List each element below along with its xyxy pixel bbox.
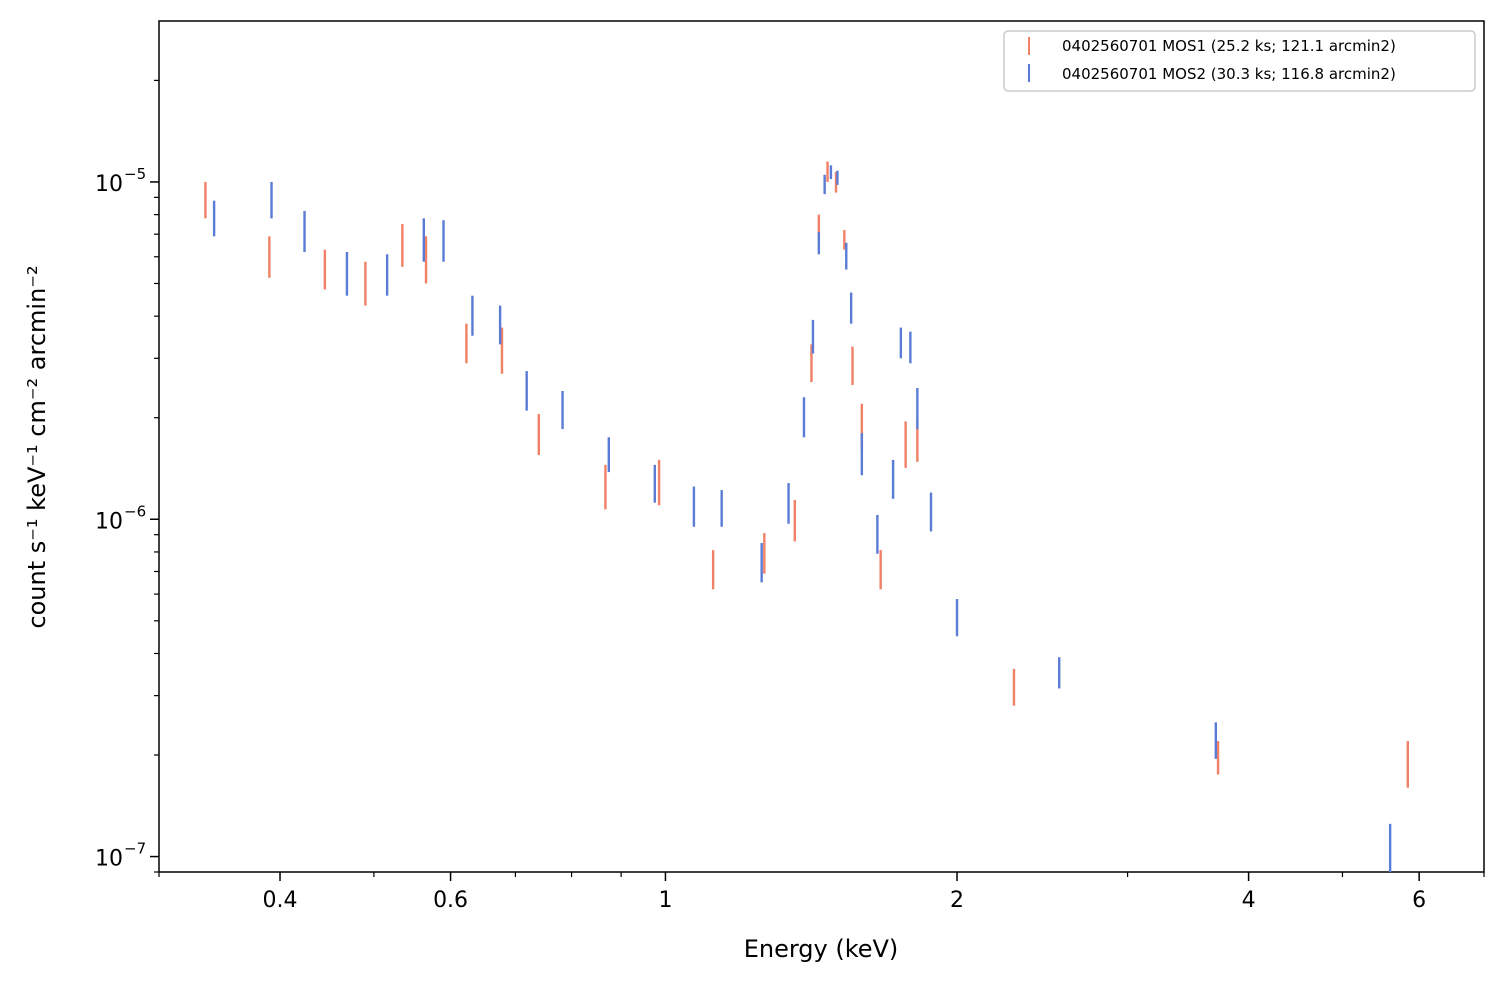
- y-axis-label: count s⁻¹ keV⁻¹ cm⁻² arcmin⁻²: [23, 265, 51, 628]
- x-tick-label: 1: [658, 888, 672, 913]
- x-tick-label: 4: [1242, 888, 1256, 913]
- y-tick-exponent: −5: [124, 165, 146, 183]
- x-tick-label: 2: [950, 888, 964, 913]
- x-axis-label: Energy (keV): [744, 935, 899, 963]
- y-tick-label: 10: [95, 847, 123, 872]
- legend: 0402560701 MOS1 (25.2 ks; 121.1 arcmin2)…: [1003, 30, 1476, 92]
- y-axis: 10−710−610−5: [95, 79, 159, 873]
- x-tick-label: 6: [1412, 888, 1426, 913]
- x-axis: 0.4 0.6 1 2 4 6: [158, 872, 1485, 913]
- plot-area: [158, 20, 1485, 873]
- y-tick-exponent: −6: [124, 502, 146, 520]
- legend-entry-mos1: 0402560701 MOS1 (25.2 ks; 121.1 arcmin2): [1062, 37, 1396, 55]
- plot-frame: [158, 20, 1485, 873]
- series-mos2: [212, 165, 1392, 872]
- data-layer: [204, 161, 1409, 872]
- y-tick-label: 10: [95, 509, 123, 534]
- y-tick-label: 10: [95, 172, 123, 197]
- x-tick-label: 0.4: [263, 888, 298, 913]
- legend-box: [1003, 30, 1476, 92]
- series-mos1: [204, 161, 1409, 788]
- x-tick-label: 0.6: [433, 888, 468, 913]
- legend-entry-mos2: 0402560701 MOS2 (30.3 ks; 116.8 arcmin2): [1062, 65, 1396, 83]
- y-tick-exponent: −7: [124, 840, 146, 858]
